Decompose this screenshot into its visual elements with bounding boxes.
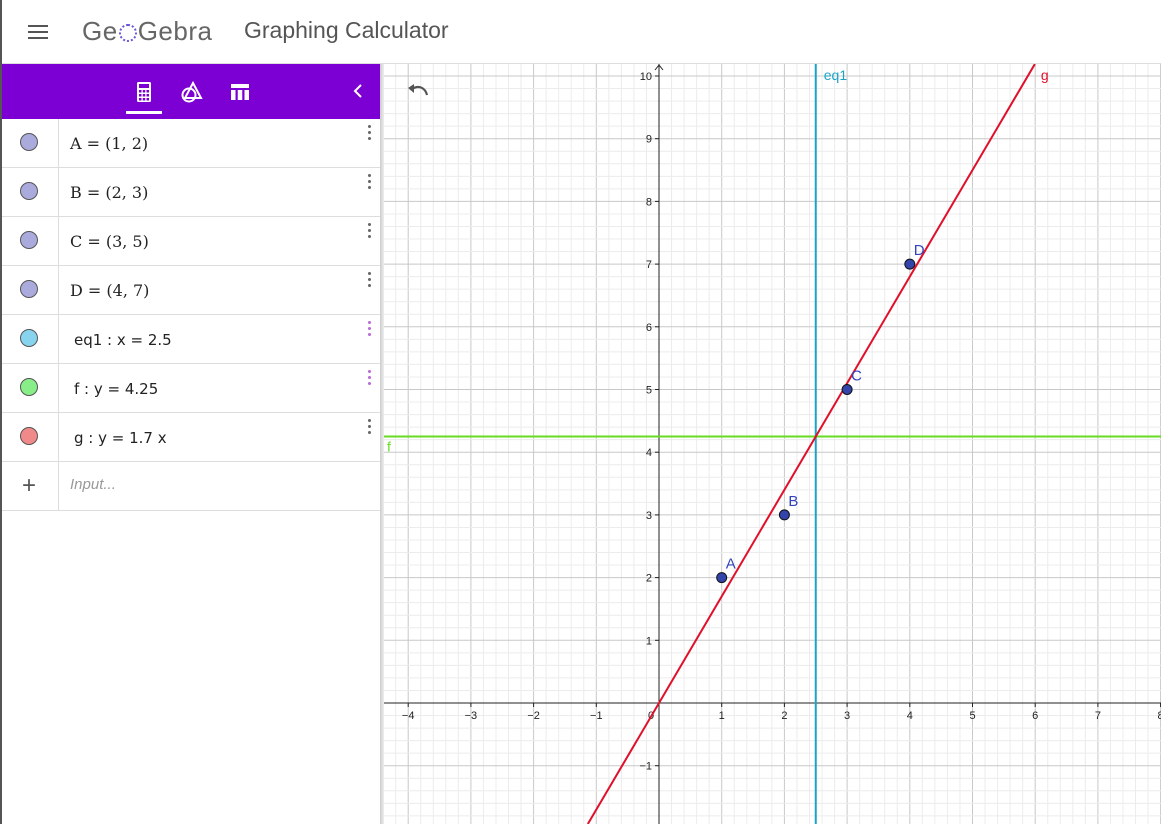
line-g — [586, 64, 1036, 824]
x-tick-label: −1 — [590, 710, 603, 722]
algebra-expression[interactable]: C = (3, 5) — [70, 232, 149, 251]
chevron-left-icon[interactable] — [348, 80, 368, 102]
algebra-row[interactable]: f : y = 4.25 — [2, 364, 382, 413]
point-label: D — [914, 242, 925, 259]
app-header: Ge Gebra Graphing Calculator — [2, 0, 1161, 64]
more-options-icon[interactable] — [366, 223, 372, 241]
x-tick-label: −2 — [527, 710, 540, 722]
plus-icon[interactable]: + — [22, 472, 37, 499]
app-title: Graphing Calculator — [244, 17, 449, 43]
visibility-marble-icon[interactable] — [20, 280, 38, 298]
y-tick-label: 10 — [640, 71, 652, 83]
hamburger-menu-icon[interactable] — [28, 25, 48, 39]
x-tick-label: −4 — [402, 710, 415, 722]
x-tick-label: 4 — [907, 710, 913, 722]
x-tick-label: 5 — [969, 710, 975, 722]
visibility-toggle[interactable] — [2, 217, 59, 265]
point-label: A — [726, 556, 736, 573]
algebra-row[interactable]: g : y = 1.7 x — [2, 413, 382, 462]
point-label: C — [851, 368, 862, 385]
algebra-list: A = (1, 2) B = (2, 3) C = (3, 5) D = (4, 7)… — [2, 119, 382, 511]
algebra-expression[interactable]: A = (1, 2) — [70, 134, 149, 153]
algebra-row[interactable]: eq1 : x = 2.5 — [2, 315, 382, 364]
point-label: B — [788, 493, 798, 510]
visibility-marble-icon[interactable] — [20, 182, 38, 200]
x-tick-label: 3 — [844, 710, 850, 722]
x-tick-label: 1 — [719, 710, 725, 722]
table-icon[interactable] — [228, 80, 252, 104]
y-tick-label: 6 — [646, 322, 652, 334]
x-tick-label: 6 — [1032, 710, 1038, 722]
more-options-icon[interactable] — [366, 272, 372, 290]
point-D[interactable] — [904, 258, 916, 270]
point-B[interactable] — [778, 509, 790, 521]
algebra-expression[interactable]: f : y = 4.25 — [74, 380, 159, 398]
algebra-row[interactable]: C = (3, 5) — [2, 217, 382, 266]
y-tick-label: 7 — [646, 259, 652, 271]
calculator-icon[interactable] — [132, 80, 156, 104]
visibility-toggle[interactable] — [2, 168, 59, 216]
visibility-marble-icon[interactable] — [20, 329, 38, 347]
more-options-icon[interactable] — [366, 125, 372, 143]
visibility-toggle[interactable] — [2, 413, 59, 461]
x-tick-label: 8 — [1158, 710, 1161, 722]
y-tick-label: 9 — [646, 134, 652, 146]
more-options-icon[interactable] — [366, 321, 372, 339]
y-tick-label: −1 — [639, 761, 652, 773]
line-eq1-label: eq1 — [824, 67, 848, 83]
algebra-input[interactable]: Input... — [70, 476, 116, 493]
point-A[interactable] — [716, 572, 728, 584]
undo-icon[interactable] — [406, 82, 430, 102]
algebra-expression[interactable]: g : y = 1.7 x — [74, 429, 167, 447]
more-options-icon[interactable] — [366, 419, 372, 437]
algebra-row[interactable]: B = (2, 3) — [2, 168, 382, 217]
algebra-row[interactable]: A = (1, 2) — [2, 119, 382, 168]
geogebra-logo: Ge Gebra — [82, 16, 213, 46]
logo-ring-icon — [118, 24, 137, 42]
algebra-expression[interactable]: B = (2, 3) — [70, 183, 149, 202]
x-tick-label: 7 — [1095, 710, 1101, 722]
point-C[interactable] — [841, 384, 853, 395]
input-marble-cell: + — [2, 462, 59, 510]
active-tab-indicator — [126, 111, 162, 114]
panel-toolbar — [2, 64, 382, 119]
visibility-marble-icon[interactable] — [20, 427, 38, 445]
visibility-toggle[interactable] — [2, 266, 59, 314]
line-g-label: g — [1041, 67, 1049, 83]
y-tick-label: 1 — [646, 635, 652, 647]
visibility-toggle[interactable] — [2, 315, 59, 363]
y-tick-label: 8 — [646, 196, 652, 208]
visibility-toggle[interactable] — [2, 119, 59, 167]
x-tick-label: 2 — [781, 710, 787, 722]
y-axis-arrow — [654, 64, 664, 71]
visibility-marble-icon[interactable] — [20, 378, 38, 396]
shapes-icon[interactable] — [180, 80, 204, 104]
y-tick-label: 3 — [646, 510, 652, 522]
more-options-icon[interactable] — [366, 370, 372, 388]
y-tick-label: 4 — [646, 447, 652, 459]
visibility-toggle[interactable] — [2, 364, 59, 412]
x-tick-label: −3 — [465, 710, 478, 722]
algebra-row[interactable]: D = (4, 7) — [2, 266, 382, 315]
more-options-icon[interactable] — [366, 174, 372, 192]
y-tick-label: 2 — [646, 573, 652, 585]
visibility-marble-icon[interactable] — [20, 133, 38, 151]
input-row[interactable]: + Input... — [2, 462, 382, 511]
y-tick-label: 5 — [646, 385, 652, 397]
algebra-expression[interactable]: eq1 : x = 2.5 — [74, 331, 172, 349]
algebra-expression[interactable]: D = (4, 7) — [70, 281, 150, 300]
panel-divider[interactable] — [380, 64, 384, 824]
visibility-marble-icon[interactable] — [20, 231, 38, 249]
window-border — [0, 0, 2, 824]
algebra-panel: A = (1, 2) B = (2, 3) C = (3, 5) D = (4, 7)… — [2, 64, 382, 824]
line-f-label: f — [387, 439, 391, 455]
